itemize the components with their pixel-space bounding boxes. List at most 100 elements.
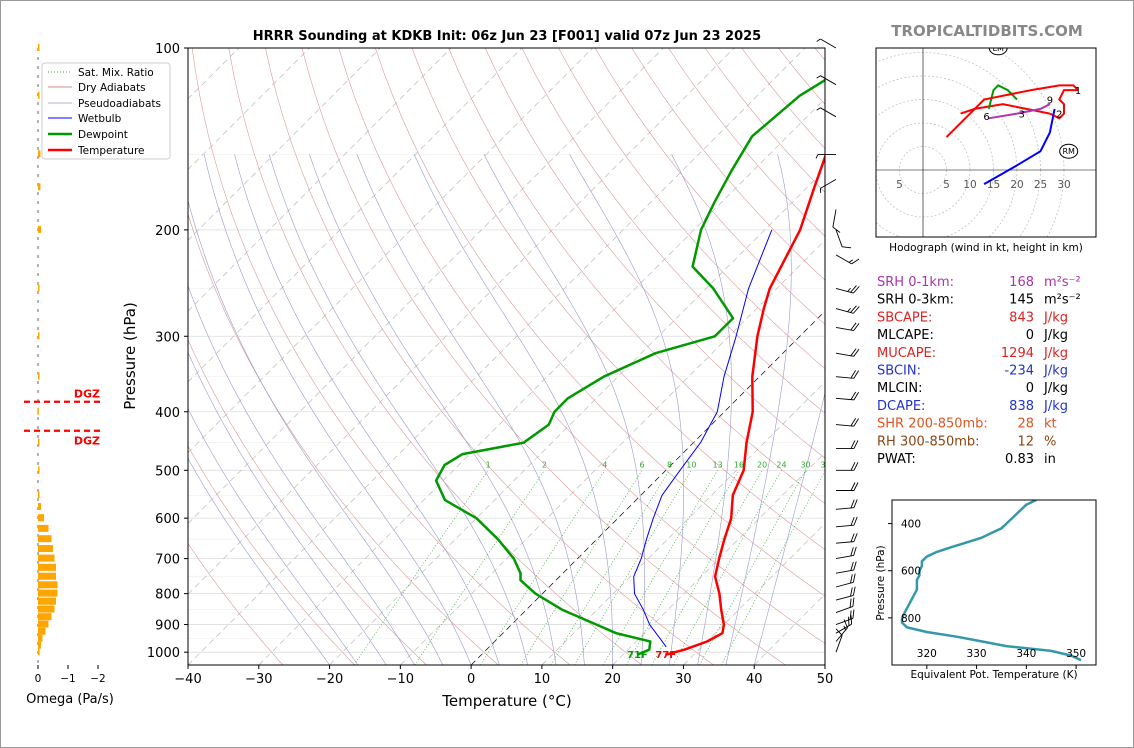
pseudoadiabat-line	[483, 154, 646, 665]
skewt-x-tick-label: 50	[817, 672, 834, 687]
wind-barb-flag	[852, 586, 856, 596]
pseudoadiabat-line	[188, 457, 330, 665]
omega-bar	[38, 634, 43, 642]
pseudoadiabat-line	[188, 407, 359, 665]
wind-barb	[836, 482, 859, 491]
dry-adiabat-line	[191, 48, 571, 665]
stat-unit: kt	[1044, 417, 1057, 432]
pseudoadiabat-line	[268, 154, 528, 665]
wind-barb-half-flag	[848, 259, 853, 263]
wind-barb	[836, 440, 859, 449]
hodograph-height-label: 3	[1019, 110, 1025, 121]
dry-adiabat-line	[301, 48, 786, 665]
omega-panel: DGZ DGZ 0 −1 −2	[24, 44, 106, 685]
wind-barb-flag	[853, 348, 860, 357]
skewt-plot-border	[187, 47, 826, 666]
theta-e-x-axis-label: Equivalent Pot. Temperature (K)	[910, 669, 1077, 681]
skewt-x-tick-label: −30	[245, 672, 272, 687]
isotherm-line	[188, 48, 806, 665]
hodograph-ring-label: 25	[1034, 179, 1047, 191]
theta-e-axes: 320 330 340 350 400 600 800	[888, 519, 1086, 669]
omega-bar	[38, 597, 56, 605]
mixing-ratio-line	[520, 470, 643, 665]
mixing-ratio-label: 16	[734, 460, 744, 469]
stat-label: SHR 200-850mb:	[877, 417, 988, 432]
wind-barb	[835, 561, 857, 574]
wind-barb	[835, 573, 856, 588]
skewt-y-axis-label: Pressure (hPa)	[121, 302, 139, 410]
wind-barb	[835, 546, 857, 560]
brand-watermark: TROPICALTIDBITS.COM	[891, 22, 1083, 40]
skewt-series: 71F 77F	[434, 78, 825, 661]
skewt-x-tick-label: 40	[746, 672, 763, 687]
wind-barb-flag	[853, 516, 858, 526]
wind-barb-flag	[849, 610, 852, 620]
stat-value: 843	[1009, 310, 1034, 325]
stat-unit: J/kg	[1043, 399, 1068, 414]
mixing-ratio-label: 36	[820, 460, 830, 469]
wind-barb	[835, 615, 853, 634]
omega-bar	[38, 466, 40, 474]
legend-box	[41, 62, 171, 160]
mixing-ratio-line	[574, 470, 692, 665]
wind-barb-flag	[851, 258, 860, 265]
isotherm-line	[470, 310, 825, 665]
hodograph-traces: 1 29 3 6 LM RM	[945, 48, 1081, 185]
skewt-x-tick-label: 30	[675, 672, 692, 687]
wind-barb-flag	[850, 533, 855, 543]
sounding-parameters: SRH 0-1km: 168 m²s⁻² SRH 0-3km: 145 m²s⁻² SBCA…	[877, 275, 1081, 467]
omega-bar	[38, 225, 41, 233]
wind-barb-flag	[852, 573, 856, 583]
mixing-ratio-line	[651, 470, 763, 665]
mixing-ratio-line	[626, 470, 740, 665]
wind-barb-flag	[853, 482, 859, 491]
stat-value: 0	[1026, 381, 1034, 396]
stat-value: 145	[1009, 293, 1034, 308]
omega-bar	[38, 438, 40, 446]
wind-barb-flag	[852, 597, 855, 607]
wind-barb-flag	[853, 286, 860, 294]
hodograph-marker-label: RM	[1062, 147, 1075, 156]
wind-barb-flag	[850, 482, 856, 491]
mixing-ratio-label: 30	[800, 460, 810, 469]
wind-barb-staff	[835, 581, 854, 588]
dry-adiabat-line	[375, 48, 825, 597]
hodograph-ring-label: 30	[1057, 179, 1070, 191]
stat-label: SRH 0-1km:	[877, 275, 954, 290]
hodograph-caption: Hodograph (wind in kt, height in km)	[889, 242, 1083, 254]
wind-barb-staff	[835, 524, 854, 528]
wind-barb	[835, 229, 852, 249]
omega-bar	[38, 563, 56, 571]
surface-temperature-label: 77F	[655, 650, 676, 661]
omega-bar	[38, 620, 49, 628]
omega-bar	[38, 284, 40, 292]
hodograph-rings: 5 10 15 20 25 30 5	[876, 48, 1096, 237]
wind-barb-flag	[850, 305, 857, 313]
theta-e-y-tick-label: 600	[901, 566, 921, 578]
wind-barb	[819, 179, 837, 193]
wind-barb-half-flag	[816, 107, 821, 111]
stat-value: 168	[1009, 275, 1034, 290]
pseudoadiabat-line	[188, 351, 387, 665]
surface-dewpoint-label: 71F	[627, 650, 648, 661]
omega-bar	[38, 589, 58, 597]
dry-adiabat-line	[265, 48, 714, 665]
chart-title: HRRR Sounding at KDKB Init: 06z Jun 23 […	[253, 29, 761, 44]
wind-barb-staff	[835, 308, 854, 314]
pseudoadiabat-line	[234, 154, 500, 665]
wind-barb	[835, 418, 859, 427]
wind-barb-flag	[850, 370, 857, 379]
wind-barb	[835, 305, 860, 314]
dry-adiabat-line	[558, 48, 825, 369]
wind-barb-flag	[850, 547, 854, 557]
wind-barb-flag	[852, 609, 855, 619]
stat-label: MLCAPE:	[877, 328, 934, 343]
dry-adiabat-line	[188, 445, 355, 665]
skewt-x-tick-label: 20	[604, 672, 621, 687]
omega-bar	[38, 91, 40, 99]
wind-barb-half-flag	[847, 287, 851, 292]
skewt-x-tick-label: 0	[467, 672, 475, 687]
mixing-ratio-label: 1	[486, 460, 491, 469]
wind-barb-flag	[850, 391, 857, 400]
